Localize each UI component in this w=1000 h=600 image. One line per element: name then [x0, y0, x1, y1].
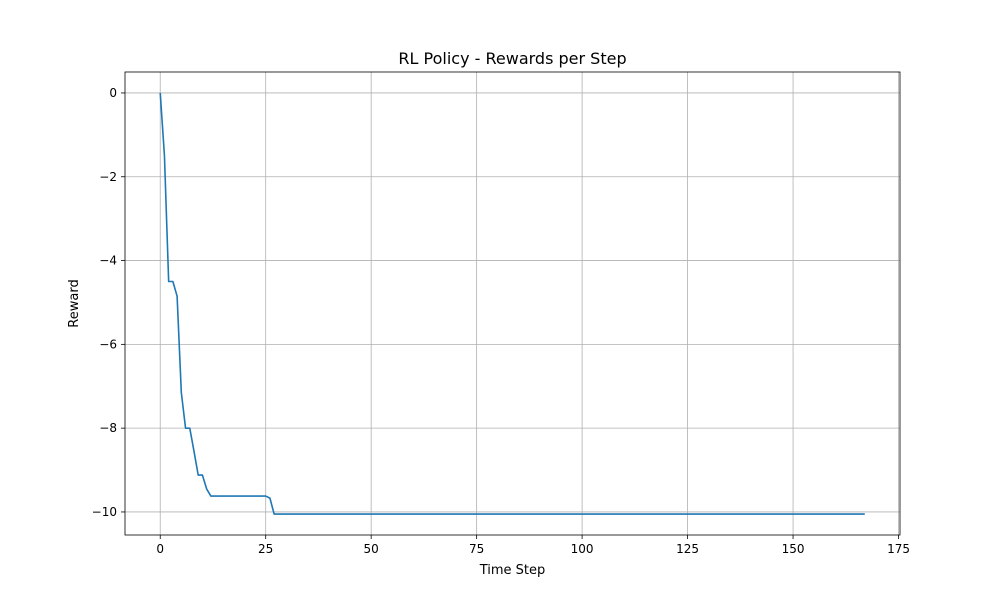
axes-ticks: 0 25 50 75 100 125 150 175 0 −2 −4 −6 −8 −10: [92, 86, 910, 556]
y-tick-label: −2: [99, 170, 117, 184]
y-tick-label: −6: [99, 337, 117, 351]
reward-series-line: [159, 92, 865, 515]
grid: [125, 72, 900, 535]
x-tick-label: 150: [782, 542, 805, 556]
x-tick-label: 125: [676, 542, 699, 556]
y-axis-label: Reward: [67, 279, 82, 327]
x-tick-label: 25: [258, 542, 273, 556]
y-tick-label: −10: [92, 505, 117, 519]
x-tick-label: 75: [469, 542, 484, 556]
x-tick-label: 100: [571, 542, 594, 556]
y-tick-label: −4: [99, 254, 117, 268]
x-axis-label: Time Step: [479, 563, 546, 578]
x-tick-label: 50: [364, 542, 379, 556]
y-tick-label: 0: [109, 86, 117, 100]
x-tick-label: 175: [887, 542, 910, 556]
x-tick-label: 0: [156, 542, 164, 556]
plot-frame: [124, 71, 901, 536]
series-layer: [159, 92, 865, 515]
y-tick-label: −8: [99, 421, 117, 435]
chart-title: RL Policy - Rewards per Step: [398, 49, 626, 68]
